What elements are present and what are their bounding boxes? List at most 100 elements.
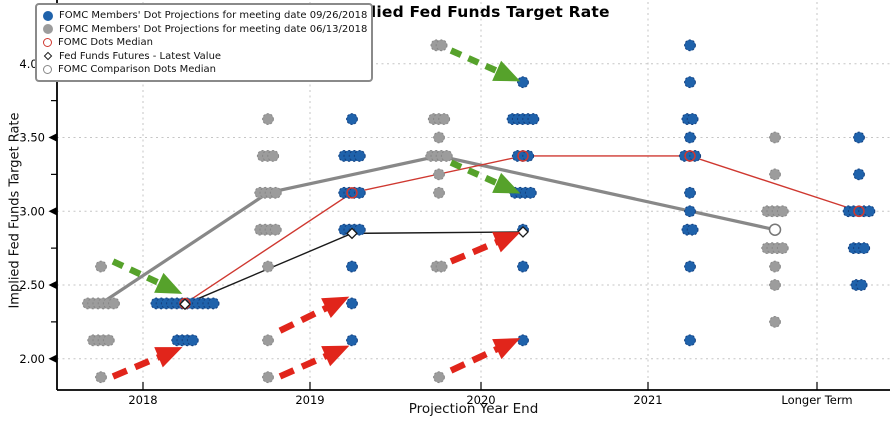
projection-dot-june <box>433 168 445 181</box>
comparison-median-open-circle-marker <box>768 223 782 236</box>
legend-label: FOMC Comparison Dots Median <box>58 64 216 75</box>
red-dashed-arrow <box>111 346 183 380</box>
legend-item-fomc-median: FOMC Dots Median <box>43 36 366 50</box>
y-major-tick <box>48 354 57 363</box>
projection-dot-sept <box>684 260 696 273</box>
y-major-tick <box>48 280 57 290</box>
green-dashed-arrow <box>111 258 183 294</box>
x-tick-label: Longer Term <box>781 393 852 407</box>
legend-label: FOMC Members' Dot Projections for meetin… <box>59 23 368 35</box>
green-dashed-arrow <box>449 47 521 82</box>
blue-dot-marker-icon <box>43 10 53 21</box>
projection-dot-sept <box>686 223 699 236</box>
projection-dot-june <box>267 150 280 162</box>
projection-dot-june <box>95 371 107 384</box>
projection-dot-sept <box>684 39 696 52</box>
red-dashed-arrow <box>278 345 350 380</box>
projection-dot-june <box>438 113 451 125</box>
projection-dot-sept <box>684 205 696 218</box>
projection-dot-sept <box>346 113 358 125</box>
y-major-tick <box>48 133 57 142</box>
red-dashed-arrow <box>449 338 521 374</box>
legend-item-comparison-median: FOMC Comparison Dots Median <box>43 63 366 77</box>
projection-dot-sept <box>517 260 529 273</box>
legend-label: Fed Funds Futures - Latest Value <box>59 50 222 62</box>
projection-dot-june <box>433 186 445 199</box>
legend-item-june-dots: FOMC Members' Dot Projections for meetin… <box>43 23 368 37</box>
projection-dot-june <box>769 260 781 273</box>
y-major-tick <box>48 207 57 216</box>
x-tick-label: 2018 <box>128 393 157 407</box>
legend: FOMC Members' Dot Projections for meetin… <box>35 3 373 82</box>
projection-dot-june <box>262 334 274 347</box>
projection-dot-june <box>108 297 120 310</box>
y-tick-label: 3.50 <box>19 131 45 145</box>
projection-dot-sept <box>353 186 366 199</box>
projection-dot-june <box>769 168 781 181</box>
projection-dot-sept <box>684 334 696 347</box>
projection-dot-june <box>95 260 107 273</box>
legend-label: FOMC Members' Dot Projections for meetin… <box>59 10 368 21</box>
projection-dot-sept <box>684 76 696 89</box>
projection-dot-june <box>435 260 448 273</box>
y-tick-label: 2.00 <box>19 352 45 366</box>
projection-dot-sept <box>527 113 540 125</box>
green-dashed-arrow <box>449 159 521 194</box>
projection-dot-june <box>433 371 445 384</box>
projection-dot-june <box>776 242 789 255</box>
projection-dot-sept <box>855 279 868 291</box>
projection-dot-sept <box>346 334 358 347</box>
open-diamond-marker-icon <box>43 52 53 61</box>
projection-dot-june <box>269 223 282 236</box>
red-dashed-arrow <box>278 296 350 334</box>
projection-dot-june <box>433 131 445 144</box>
projection-dot-june <box>262 113 274 125</box>
x-tick-label: 2019 <box>295 393 324 407</box>
median-open-circle-marker <box>853 205 865 217</box>
projection-dot-sept <box>346 260 358 273</box>
projection-dot-june <box>262 260 274 273</box>
legend-item-sept-dots: FOMC Members' Dot Projections for meetin… <box>43 9 368 23</box>
gray-open-circle-marker-icon <box>43 65 52 75</box>
legend-label: FOMC Dots Median <box>58 37 153 48</box>
futures-diamond-marker <box>517 225 529 238</box>
projection-dot-june <box>262 371 274 384</box>
y-tick-label: 3.00 <box>19 204 45 218</box>
projection-dot-sept <box>524 186 537 199</box>
median-open-circle-marker <box>346 187 358 199</box>
projection-dot-sept <box>353 150 366 162</box>
median-open-circle-marker <box>684 150 696 162</box>
projection-dot-june <box>769 131 781 144</box>
projection-dot-sept <box>186 334 199 347</box>
projection-dot-june <box>776 205 789 218</box>
projection-dot-june <box>102 334 115 347</box>
futures-diamond-marker <box>179 298 191 311</box>
projection-dot-june <box>269 186 282 199</box>
projection-dot-sept <box>686 113 699 125</box>
x-tick-label: 2021 <box>633 393 662 407</box>
y-tick-label: 2.50 <box>19 278 45 292</box>
futures-diamond-marker <box>346 227 358 240</box>
projection-dot-june <box>769 279 781 291</box>
projection-dot-june <box>769 315 781 328</box>
projection-dot-sept <box>353 223 366 236</box>
projection-dot-sept <box>858 242 871 255</box>
projection-dot-sept <box>684 186 696 199</box>
gray-dot-marker-icon <box>43 24 53 35</box>
projection-dot-sept <box>517 76 529 89</box>
projection-dot-june <box>435 39 448 52</box>
red-dashed-arrow <box>449 231 521 265</box>
legend-item-fed-funds-futures: Fed Funds Futures - Latest Value <box>43 50 366 64</box>
x-tick-label: 2020 <box>466 393 495 407</box>
projection-dot-sept <box>346 297 358 310</box>
projection-dot-sept <box>207 297 220 310</box>
x-axis-title: Projection Year End <box>408 401 539 417</box>
red-open-circle-marker-icon <box>43 38 52 48</box>
series-line-gray_line <box>100 154 776 305</box>
projection-dot-june <box>440 150 453 162</box>
projection-dot-sept <box>853 168 865 181</box>
projection-dot-sept <box>517 334 529 347</box>
projection-dot-sept <box>684 131 696 144</box>
median-open-circle-marker <box>517 150 529 162</box>
